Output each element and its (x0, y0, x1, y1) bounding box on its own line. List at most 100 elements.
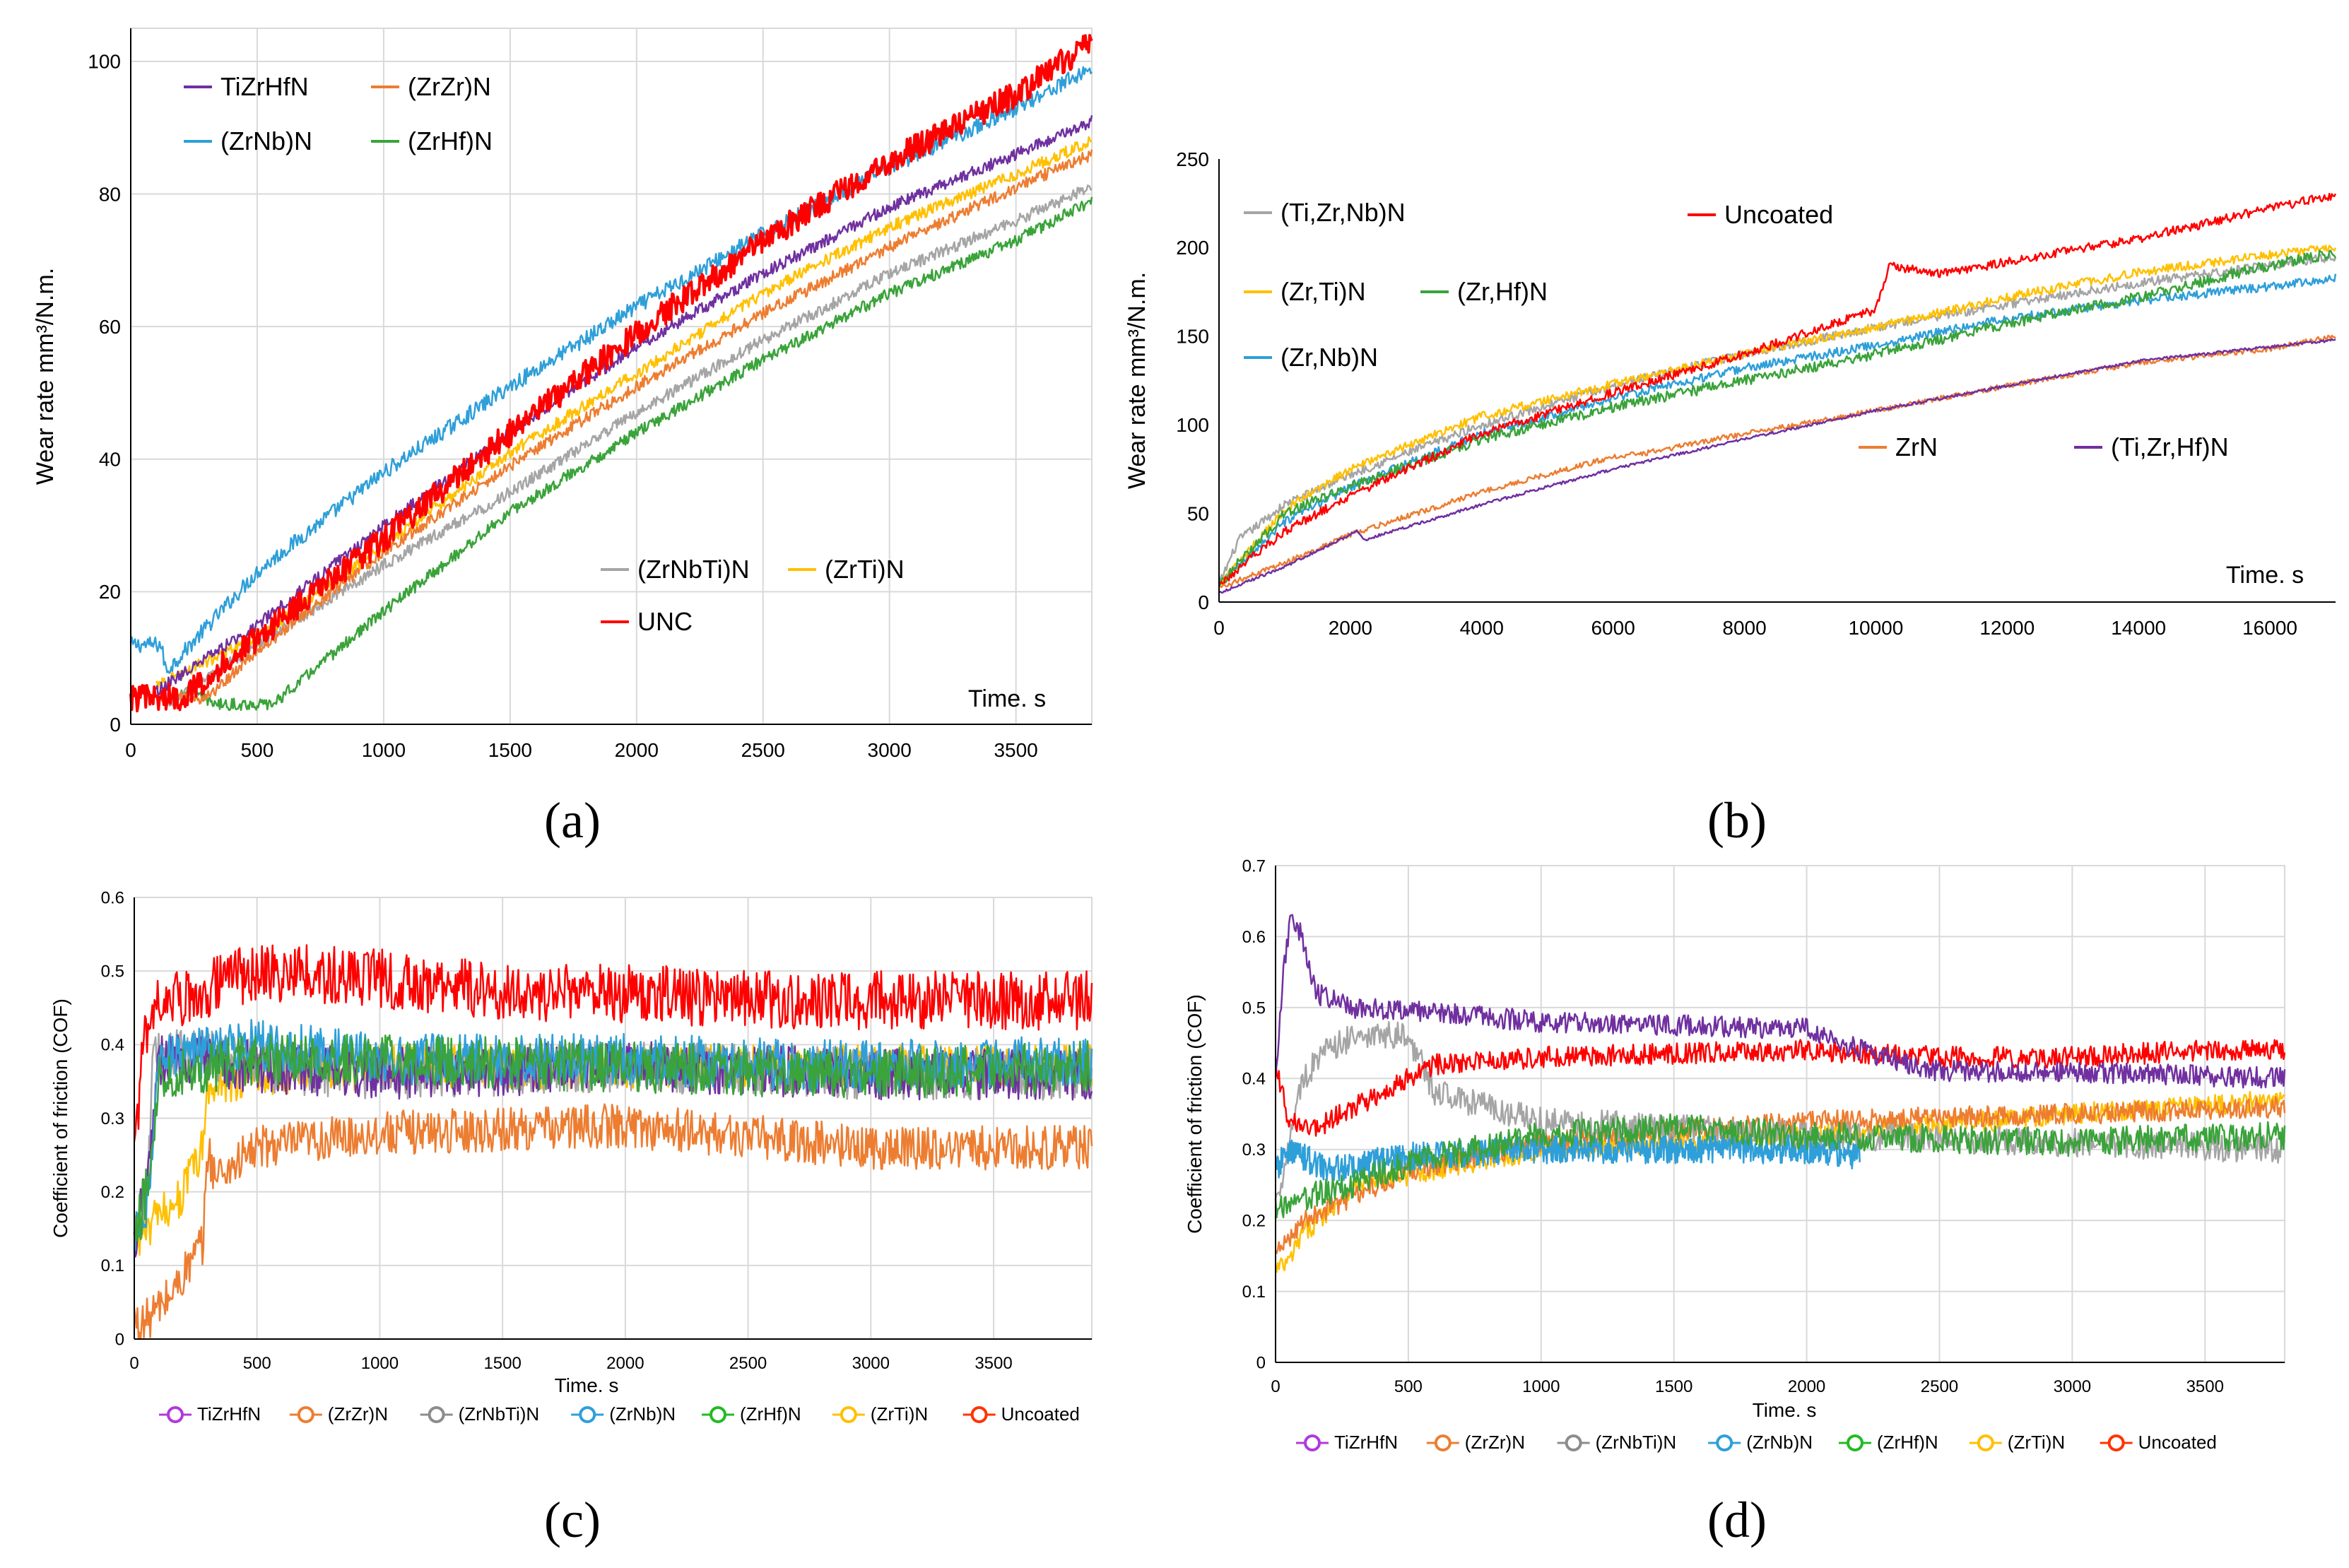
y-tick-label: 20 (99, 581, 121, 603)
legend-label: (ZrZr)N (1465, 1432, 1525, 1453)
chart-panel-d: 0 500 1000 1500 2000 2500 3000 3500 0 0.1 0.2 0.3 0.… (1184, 856, 2286, 1453)
x-tick-label: 1000 (1522, 1377, 1560, 1396)
x-axis-label: Time. s (968, 685, 1046, 712)
x-tick-label: 3500 (2186, 1377, 2224, 1396)
legend-marker (297, 1406, 314, 1423)
legend-label: (ZrTi)N (825, 555, 905, 584)
legend-label: (ZrTi)N (871, 1403, 928, 1425)
x-tick-label: 2000 (606, 1354, 644, 1373)
x-axis-label: Time. s (2226, 562, 2304, 589)
x-tick-label: 2500 (1921, 1377, 1958, 1396)
y-axis-label: Coefficient of friction (COF) (49, 998, 71, 1238)
series-line (1218, 192, 2337, 585)
legend-marker (1304, 1434, 1321, 1451)
y-tick-label: 0.3 (1242, 1140, 1266, 1160)
legend-label: ZrN (1895, 432, 1938, 461)
legend-marker (428, 1406, 445, 1423)
x-tick-label: 14000 (2111, 617, 2166, 639)
series-line (133, 1103, 1093, 1340)
y-tick-label: 0.3 (101, 1109, 124, 1128)
legend-marker (167, 1406, 184, 1423)
y-tick-label: 150 (1176, 326, 1209, 348)
series-line (167, 184, 1093, 707)
x-tick-label: 500 (243, 1354, 271, 1373)
x-axis-label: Time. s (1753, 1399, 1817, 1421)
y-tick-label: 0 (110, 714, 121, 736)
x-tick-label: 0 (1213, 617, 1225, 639)
x-tick-label: 1500 (483, 1354, 521, 1373)
legend-marker (840, 1406, 857, 1423)
series-line (129, 34, 1093, 713)
legend-label: (ZrNbTi)N (459, 1403, 540, 1425)
x-tick-label: 2000 (615, 739, 659, 761)
legend-marker (1716, 1434, 1733, 1451)
y-tick-label: 0.2 (1242, 1212, 1266, 1231)
caption-a: (a) (544, 792, 601, 849)
y-tick-label: 0 (1198, 591, 1209, 613)
series-line (133, 944, 1093, 1142)
x-tick-label: 3000 (2054, 1377, 2091, 1396)
series-line (1274, 914, 2286, 1089)
series-line (1274, 1021, 2286, 1200)
x-tick-label: 3500 (994, 739, 1037, 761)
chart-panel-c: 0 500 1000 1500 2000 2500 3000 3500 0 0.1 0.2 0.3 0.… (49, 888, 1093, 1425)
legend-label: (ZrNb)N (220, 126, 312, 155)
legend-label: (ZrZr)N (328, 1403, 388, 1425)
x-tick-label: 3000 (852, 1354, 890, 1373)
y-tick-label: 0.6 (101, 888, 124, 907)
y-tick-label: 0.6 (1242, 928, 1266, 947)
legend-label: (ZrNb)N (609, 1403, 676, 1425)
x-tick-label: 6000 (1591, 617, 1635, 639)
legend-label: (ZrNbTi)N (1596, 1432, 1677, 1453)
x-tick-label: 0 (1271, 1377, 1280, 1396)
legend-marker (579, 1406, 596, 1423)
x-tick-label: 1500 (1655, 1377, 1692, 1396)
legend-label: (Zr,Nb)N (1281, 343, 1378, 372)
x-tick-label: 1000 (361, 1354, 399, 1373)
chart-panel-a: 0 500 1000 1500 2000 2500 3000 3500 0 20 40 60 80 100… (32, 28, 1093, 761)
series-line (155, 149, 1093, 705)
y-tick-label: 200 (1176, 237, 1209, 259)
y-tick-label: 40 (99, 449, 121, 471)
y-tick-label: 50 (1187, 502, 1209, 524)
legend-label: (Ti,Zr,Hf)N (2111, 432, 2229, 461)
legend-marker (1847, 1434, 1864, 1451)
legend-label: (ZrHf)N (1877, 1432, 1938, 1453)
y-tick-label: 0.5 (1242, 998, 1266, 1018)
y-tick-label: 0.7 (1242, 856, 1266, 876)
legend-label: (ZrHf)N (408, 126, 493, 155)
y-tick-label: 100 (88, 51, 121, 73)
legend-label: (ZrTi)N (2008, 1432, 2065, 1453)
series-line (180, 196, 1093, 712)
legend-label: Uncoated (2138, 1432, 2217, 1453)
x-tick-label: 2000 (1329, 617, 1372, 639)
caption-b: (b) (1707, 792, 1767, 849)
y-tick-label: 0.1 (1242, 1283, 1266, 1302)
y-tick-label: 0.2 (101, 1183, 124, 1202)
legend-label: TiZrHfN (220, 72, 309, 101)
chart-panel-b: 0 2000 4000 6000 8000 10000 12000 14000 16000 0 50… (1124, 148, 2337, 639)
x-tick-label: 2500 (741, 739, 785, 761)
legend-label: Uncoated (1724, 200, 1833, 229)
legend-label: TiZrHfN (197, 1403, 261, 1425)
x-axis-label: Time. s (555, 1374, 619, 1396)
legend-marker (1977, 1434, 1994, 1451)
x-tick-label: 0 (125, 739, 136, 761)
x-tick-label: 10000 (1848, 617, 1903, 639)
y-axis-label: Coefficient of friction (COF) (1184, 994, 1206, 1234)
x-tick-label: 2000 (1788, 1377, 1825, 1396)
y-tick-label: 0.4 (1242, 1070, 1266, 1089)
series-line (1218, 253, 2337, 584)
legend-marker (970, 1406, 988, 1423)
x-tick-label: 1000 (362, 739, 406, 761)
x-tick-label: 500 (1394, 1377, 1423, 1396)
legend-marker (1565, 1434, 1582, 1451)
y-tick-label: 0.5 (101, 962, 124, 982)
y-tick-label: 0 (115, 1330, 124, 1349)
legend-label: UNC (637, 607, 693, 636)
y-tick-label: 250 (1176, 148, 1209, 170)
y-axis-label: Wear rate mm³/N.m. (32, 268, 59, 485)
y-tick-label: 0.4 (101, 1036, 124, 1055)
y-tick-label: 0.1 (101, 1256, 124, 1275)
